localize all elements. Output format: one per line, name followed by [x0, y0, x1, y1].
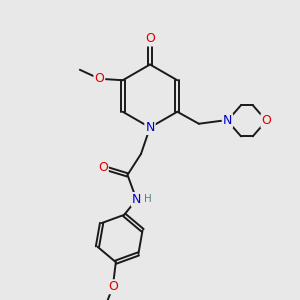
- Text: O: O: [94, 72, 104, 85]
- Text: O: O: [145, 32, 155, 46]
- Text: O: O: [108, 280, 118, 293]
- Text: N: N: [145, 121, 155, 134]
- Text: O: O: [98, 161, 108, 174]
- Text: N: N: [223, 114, 232, 127]
- Text: O: O: [261, 114, 271, 127]
- Text: H: H: [144, 194, 152, 204]
- Text: N: N: [132, 193, 141, 206]
